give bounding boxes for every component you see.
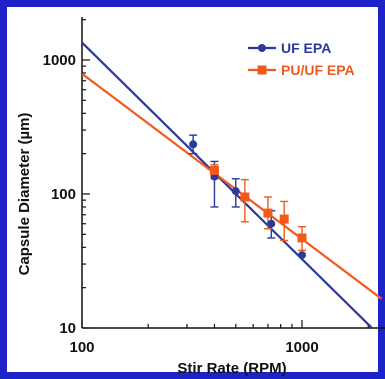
fit-line-pu-uf-epa bbox=[82, 72, 383, 300]
data-point-uf-epa bbox=[189, 140, 198, 149]
data-point-pu-uf-epa bbox=[279, 214, 289, 224]
data-point-uf-epa bbox=[231, 187, 240, 196]
data-point-pu-uf-epa bbox=[263, 208, 273, 218]
legend-label-pu-uf-epa: PU/UF EPA bbox=[281, 62, 355, 78]
x-tick-label: 1000 bbox=[285, 339, 318, 356]
x-tick-label: 100 bbox=[69, 339, 94, 356]
data-point-pu-uf-epa bbox=[209, 165, 219, 175]
legend-marker-pu-uf-epa bbox=[257, 65, 267, 75]
axes: 10 100 1000 100 1000 bbox=[43, 17, 385, 356]
fit-line-uf-epa bbox=[82, 41, 374, 328]
legend-label-uf-epa: UF EPA bbox=[281, 40, 331, 56]
x-axis-title: Stir Rate (RPM) bbox=[177, 360, 286, 377]
data-point-uf-epa bbox=[298, 251, 306, 260]
legend-marker-uf-epa bbox=[258, 44, 266, 52]
y-axis-title: Capsule Diameter (µm) bbox=[16, 113, 33, 276]
legend: UF EPA PU/UF EPA bbox=[248, 40, 355, 78]
y-tick-label: 1000 bbox=[43, 52, 76, 69]
y-tick-label: 100 bbox=[51, 186, 76, 203]
data-point-uf-epa bbox=[267, 219, 276, 228]
data-point-pu-uf-epa bbox=[240, 192, 250, 202]
fit-lines bbox=[82, 41, 383, 328]
y-tick-label: 10 bbox=[59, 320, 76, 337]
data-points bbox=[189, 140, 307, 260]
data-point-pu-uf-epa bbox=[297, 233, 307, 243]
